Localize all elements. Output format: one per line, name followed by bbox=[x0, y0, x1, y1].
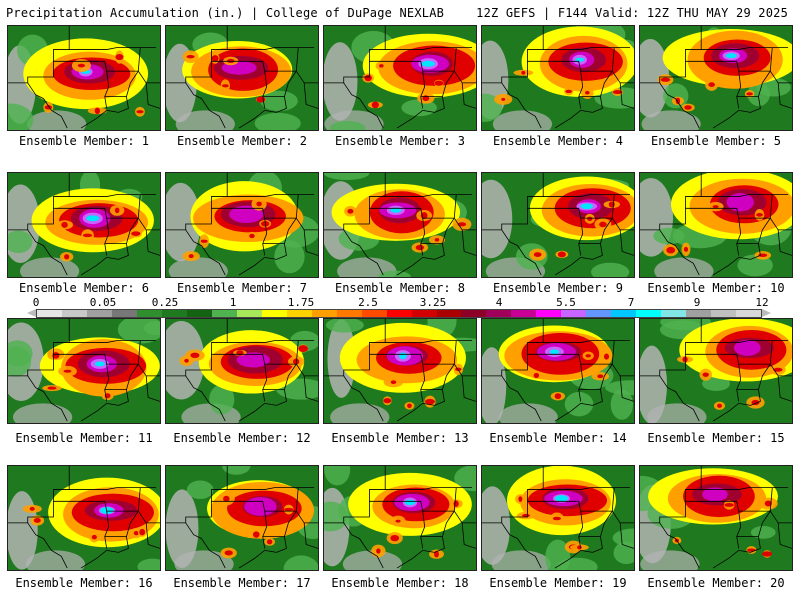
colorbar-tick-label: 0.25 bbox=[151, 296, 179, 309]
ensemble-member-label: Ensemble Member: 19 bbox=[489, 576, 627, 590]
colorbar-swatch bbox=[461, 310, 487, 317]
ensemble-map-panel bbox=[7, 172, 161, 278]
precip-colorbar bbox=[36, 309, 762, 318]
colorbar-swatch bbox=[686, 310, 712, 317]
colorbar-swatch bbox=[411, 310, 437, 317]
colorbar-swatch bbox=[661, 310, 687, 317]
ensemble-member-label: Ensemble Member: 7 bbox=[176, 281, 308, 295]
ensemble-map-panel bbox=[323, 172, 477, 278]
ensemble-member-label: Ensemble Member: 8 bbox=[334, 281, 466, 295]
colorbar-tick-label: 1 bbox=[229, 296, 237, 309]
ensemble-map-panel bbox=[323, 465, 477, 571]
ensemble-member-label: Ensemble Member: 5 bbox=[650, 134, 782, 148]
ensemble-map-panel bbox=[7, 318, 161, 424]
ensemble-member-label: Ensemble Member: 3 bbox=[334, 134, 466, 148]
ensemble-member-label: Ensemble Member: 6 bbox=[18, 281, 150, 295]
ensemble-map-panel bbox=[639, 465, 793, 571]
ensemble-member-label: Ensemble Member: 12 bbox=[173, 431, 311, 445]
ensemble-map-panel bbox=[481, 318, 635, 424]
colorbar-swatch bbox=[336, 310, 362, 317]
ensemble-map-panel bbox=[165, 318, 319, 424]
ensemble-map-panel bbox=[165, 465, 319, 571]
colorbar-swatch bbox=[586, 310, 612, 317]
colorbar-swatch bbox=[436, 310, 462, 317]
ensemble-map-panel bbox=[481, 465, 635, 571]
colorbar-swatch bbox=[311, 310, 337, 317]
ensemble-member-label: Ensemble Member: 15 bbox=[647, 431, 785, 445]
ensemble-member-label: Ensemble Member: 11 bbox=[15, 431, 153, 445]
ensemble-map-panel bbox=[7, 465, 161, 571]
ensemble-member-label: Ensemble Member: 16 bbox=[15, 576, 153, 590]
colorbar-right-arrow bbox=[762, 309, 771, 317]
colorbar-swatch bbox=[286, 310, 312, 317]
colorbar-tick-label: 7 bbox=[627, 296, 635, 309]
model-run-info: 12Z GEFS | F144 Valid: 12Z THU MAY 29 20… bbox=[476, 6, 788, 20]
ensemble-map-panel bbox=[323, 25, 477, 131]
colorbar-swatch bbox=[361, 310, 387, 317]
ensemble-member-label: Ensemble Member: 2 bbox=[176, 134, 308, 148]
ensemble-member-label: Ensemble Member: 13 bbox=[331, 431, 469, 445]
colorbar-swatch bbox=[636, 310, 662, 317]
ensemble-map-panel bbox=[639, 172, 793, 278]
colorbar-swatch bbox=[486, 310, 512, 317]
colorbar-swatch bbox=[386, 310, 412, 317]
colorbar-swatch bbox=[261, 310, 287, 317]
colorbar-swatch bbox=[236, 310, 262, 317]
ensemble-member-label: Ensemble Member: 18 bbox=[331, 576, 469, 590]
colorbar-tick-label: 9 bbox=[693, 296, 701, 309]
colorbar-swatch bbox=[511, 310, 537, 317]
ensemble-map-panel bbox=[323, 318, 477, 424]
ensemble-member-label: Ensemble Member: 1 bbox=[18, 134, 150, 148]
ensemble-map-panel bbox=[165, 172, 319, 278]
colorbar-swatch bbox=[161, 310, 187, 317]
ensemble-map-panel bbox=[481, 25, 635, 131]
ensemble-member-label: Ensemble Member: 9 bbox=[492, 281, 624, 295]
colorbar-swatch bbox=[561, 310, 587, 317]
colorbar-swatch bbox=[611, 310, 637, 317]
colorbar-tick-label: 3.25 bbox=[419, 296, 447, 309]
colorbar-swatch bbox=[111, 310, 137, 317]
ensemble-member-label: Ensemble Member: 14 bbox=[489, 431, 627, 445]
colorbar-swatch bbox=[136, 310, 162, 317]
ensemble-member-label: Ensemble Member: 17 bbox=[173, 576, 311, 590]
colorbar-swatch bbox=[711, 310, 737, 317]
ensemble-member-label: Ensemble Member: 4 bbox=[492, 134, 624, 148]
colorbar-tick-label: 0 bbox=[32, 296, 40, 309]
ensemble-map-panel bbox=[481, 172, 635, 278]
ensemble-member-label: Ensemble Member: 20 bbox=[647, 576, 785, 590]
ensemble-map-panel bbox=[165, 25, 319, 131]
colorbar-swatch bbox=[211, 310, 237, 317]
ensemble-member-label: Ensemble Member: 10 bbox=[647, 281, 785, 295]
ensemble-map-panel bbox=[639, 318, 793, 424]
colorbar-tick-label: 2.5 bbox=[358, 296, 378, 309]
colorbar-tick-label: 12 bbox=[755, 296, 769, 309]
colorbar-swatch bbox=[86, 310, 112, 317]
colorbar-tick-label: 1.75 bbox=[287, 296, 315, 309]
colorbar-swatch bbox=[536, 310, 562, 317]
colorbar-swatch bbox=[186, 310, 212, 317]
colorbar-left-arrow bbox=[27, 309, 36, 317]
ensemble-map-panel bbox=[639, 25, 793, 131]
colorbar-tick-label: 4 bbox=[495, 296, 503, 309]
colorbar-swatch bbox=[736, 310, 762, 317]
ensemble-map-panel bbox=[7, 25, 161, 131]
map-title: Precipitation Accumulation (in.) | Colle… bbox=[6, 6, 445, 20]
colorbar-swatch bbox=[61, 310, 87, 317]
colorbar-tick-label: 0.05 bbox=[89, 296, 117, 309]
colorbar-tick-label: 5.5 bbox=[556, 296, 576, 309]
colorbar-swatch bbox=[37, 310, 62, 317]
